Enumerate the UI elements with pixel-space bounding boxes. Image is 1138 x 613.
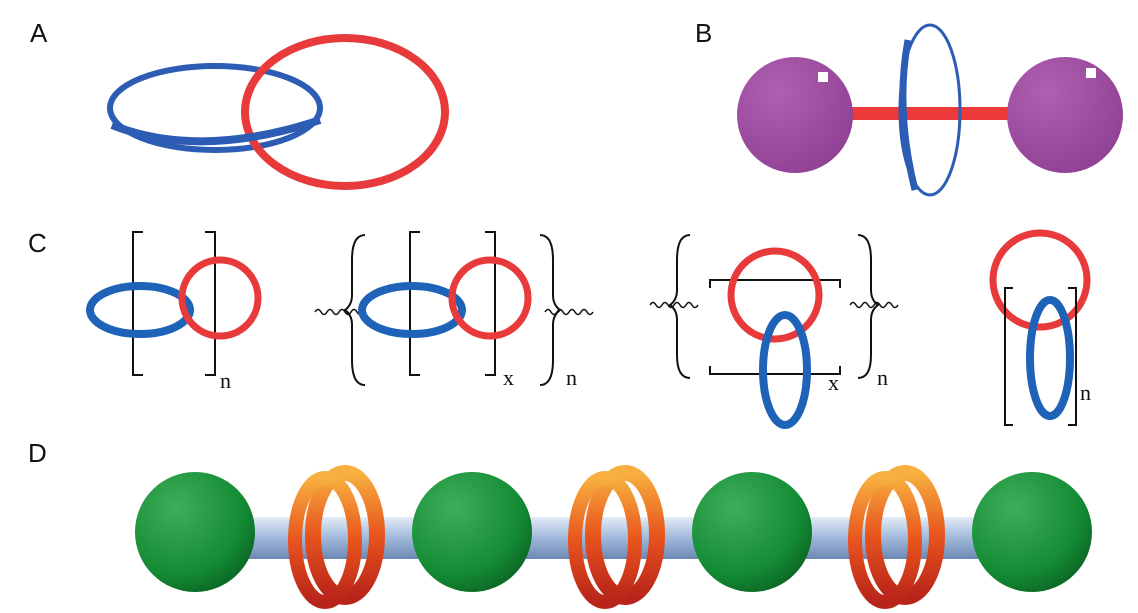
subscript: n [877, 365, 888, 390]
subscript: n [220, 368, 231, 393]
structure-1 [86, 231, 262, 376]
polyrotaxane [135, 465, 1092, 609]
structure-3 [649, 234, 899, 429]
subscript: n [566, 365, 577, 390]
catenane-a [107, 34, 449, 190]
subscript: x [828, 370, 839, 395]
panel-label: C [28, 228, 47, 258]
panel-label: D [28, 438, 47, 468]
subscript: x [503, 365, 514, 390]
structure-4 [989, 229, 1091, 426]
structure-2 [314, 231, 594, 386]
subscript: n [1080, 380, 1091, 405]
panel-label: A [30, 18, 48, 48]
panel-label: B [695, 18, 712, 48]
rotaxane-b [737, 23, 1123, 197]
